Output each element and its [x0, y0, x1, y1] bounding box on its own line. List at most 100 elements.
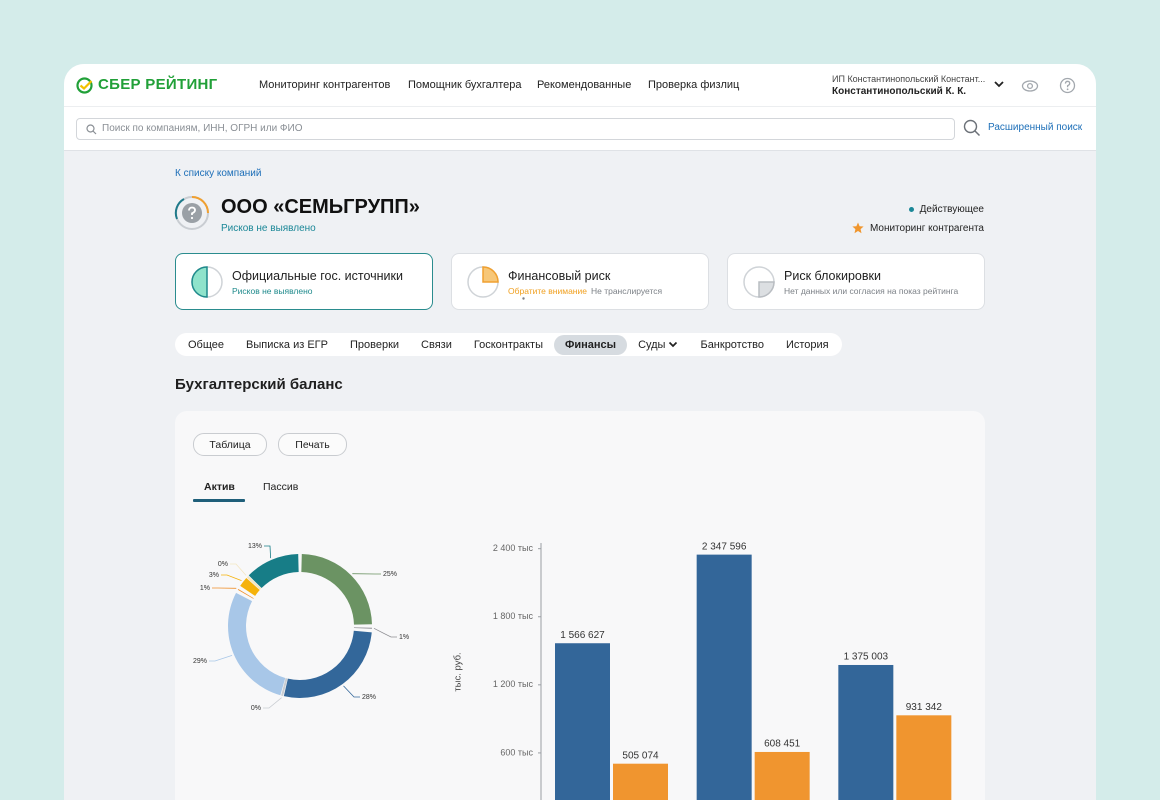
- donut-segment: [240, 578, 260, 596]
- donut-segment: [227, 592, 286, 696]
- separator-dot: [522, 297, 525, 300]
- logo[interactable]: СБЕР РЕЙТИНГ: [98, 76, 218, 93]
- data-label: 3%: [209, 572, 219, 579]
- tab[interactable]: Суды: [627, 335, 689, 355]
- donut-segment: [281, 678, 288, 696]
- data-label: 1%: [200, 585, 210, 592]
- data-label: 1%: [399, 634, 409, 641]
- advanced-search[interactable]: Расширенный поиск: [988, 122, 1083, 133]
- leader-line: [263, 697, 282, 709]
- eye-icon[interactable]: [1021, 78, 1039, 94]
- chevron-down[interactable]: [993, 80, 1005, 90]
- tab-label: История: [785, 338, 829, 351]
- monitoring[interactable]: Мониторинг контрагента: [852, 222, 984, 234]
- company-status: Действующее: [908, 204, 984, 215]
- search-icon: [86, 124, 97, 135]
- data-label: 2 347 596: [702, 541, 747, 552]
- tab[interactable]: Выписка из ЕГР: [235, 335, 339, 355]
- tab-label: Выписка из ЕГР: [246, 338, 328, 351]
- leader-line: [221, 574, 242, 582]
- tab-label: Госконтракты: [473, 338, 543, 351]
- tab-label: Банкротство: [700, 338, 764, 351]
- data-label: 13%: [248, 543, 262, 550]
- subtitle-text: Обратите внимание: [508, 286, 587, 296]
- nav-link[interactable]: Мониторинг контрагентов: [259, 79, 391, 91]
- status-text: Действующее: [919, 204, 984, 215]
- block-card[interactable]: Риск блокировки Нет данных или согласия …: [727, 253, 985, 310]
- tab[interactable]: История: [775, 335, 840, 355]
- donut-segment: [301, 554, 372, 625]
- nav-link[interactable]: Проверка физлиц: [648, 79, 740, 91]
- company-risk: Рисков не выявлено: [221, 223, 316, 234]
- star-icon: [852, 222, 864, 234]
- help-icon[interactable]: [1059, 77, 1076, 94]
- section-title: Бухгалтерский баланс: [175, 376, 343, 393]
- tab[interactable]: Финансы: [553, 334, 628, 355]
- company-icon: [174, 196, 209, 230]
- y-tick-label: 2 400 тыс: [493, 543, 534, 553]
- data-label: 25%: [383, 571, 397, 578]
- chevron-down: [669, 341, 678, 347]
- bar: [613, 763, 668, 800]
- subtitle-text: Нет данных или согласия на показ рейтинг…: [784, 286, 959, 296]
- search-placeholder: Поиск по компаниям, ИНН, ОГРН или ФИО: [102, 123, 303, 134]
- leader-line: [209, 655, 233, 662]
- tab-label: Суды: [638, 338, 666, 351]
- nav-link[interactable]: Рекомендованные: [537, 79, 632, 91]
- data-label: 505 074: [622, 750, 659, 761]
- monitoring-text: Мониторинг контрагента: [869, 222, 984, 234]
- search-input[interactable]: Поиск по компаниям, ИНН, ОГРН или ФИО: [76, 118, 955, 140]
- subtab[interactable]: Актив: [204, 481, 235, 493]
- user-org[interactable]: ИП Константинопольский Констант...: [832, 74, 986, 84]
- card-title: Официальные гос. источники: [232, 269, 403, 283]
- subtab[interactable]: Пассив: [263, 481, 299, 493]
- data-label: 0%: [218, 561, 228, 568]
- tab[interactable]: Проверки: [339, 335, 410, 355]
- bar: [838, 664, 894, 800]
- donut-segment: [237, 588, 254, 599]
- table-button[interactable]: Таблица: [193, 433, 267, 456]
- bar: [896, 715, 952, 800]
- finance-card[interactable]: Финансовый риск Обратите внимание Не тран…: [451, 253, 709, 310]
- tab[interactable]: Связи: [410, 335, 463, 355]
- balance-panel: Таблица Печать Актив Пассив 25% 1% 28% 0% 29…: [175, 411, 985, 800]
- nav-link[interactable]: Помощник бухгалтера: [408, 79, 522, 91]
- bar: [555, 643, 610, 800]
- divider: [64, 106, 1096, 107]
- card-icon: [743, 266, 775, 298]
- source-card[interactable]: Официальные гос. источники Рисков не выя…: [175, 253, 433, 310]
- breadcrumb[interactable]: К списку компаний: [175, 168, 262, 179]
- tab-label: Связи: [421, 338, 452, 351]
- card-icon: [467, 266, 499, 298]
- tab[interactable]: Госконтракты: [463, 335, 554, 355]
- data-label: 931 342: [906, 702, 943, 713]
- leader-line: [264, 545, 272, 559]
- user-name[interactable]: Константинопольский К. К.: [832, 86, 967, 97]
- tab[interactable]: Банкротство: [689, 335, 775, 355]
- card-subtitle: Обратите внимание Не транслируется: [508, 286, 662, 300]
- tab-bar: Общее Выписка из ЕГР Проверки Связи Госк…: [175, 333, 842, 356]
- y-tick-label: 1 800 тыс: [493, 611, 534, 621]
- tab[interactable]: Общее: [177, 335, 235, 355]
- bar: [754, 751, 810, 800]
- y-tick-label: 1 200 тыс: [493, 679, 534, 689]
- leader-line: [230, 563, 247, 576]
- search-button[interactable]: [963, 119, 981, 137]
- status-dot: [908, 207, 914, 212]
- card-icon: [191, 266, 223, 298]
- card-title: Финансовый риск: [508, 269, 611, 283]
- data-label: 0%: [251, 705, 261, 712]
- print-button[interactable]: Печать: [278, 433, 347, 456]
- subtitle-text: Рисков не выявлено: [232, 286, 313, 296]
- bar: [696, 554, 752, 800]
- data-label: 28%: [362, 694, 376, 701]
- tab-label: Проверки: [349, 338, 400, 351]
- leader-line: [373, 627, 397, 638]
- y-axis-title: тыс. руб.: [453, 652, 464, 691]
- leader-line: [343, 685, 360, 698]
- card-title: Риск блокировки: [784, 269, 881, 283]
- company-name: ООО «СЕМЬГРУПП»: [221, 196, 420, 218]
- data-label: 608 451: [764, 739, 801, 750]
- donut-segment: [248, 554, 299, 589]
